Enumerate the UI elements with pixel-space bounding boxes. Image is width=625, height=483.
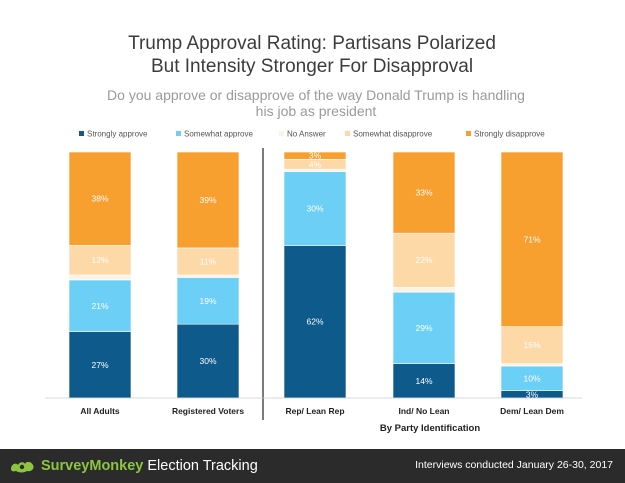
bar-value-label: 39% [199,195,216,205]
bar-value-label: 38% [91,194,108,204]
chart-title-line: Trump Approval Rating: Partisans Polariz… [128,33,496,54]
legend: Strongly approve Somewhat approve No Answe… [79,130,545,139]
group-label: By Party Identification [380,423,480,434]
legend-label: Somewhat disapprove [353,130,433,139]
bar-segment [176,247,240,276]
footer-note: Interviews conducted January 26-30, 2017 [415,459,613,471]
legend-swatch [176,131,181,136]
legend-swatch [79,131,84,136]
bar-segment [500,326,564,364]
brand-logo: SurveyMonkey Election Tracking [9,456,258,476]
bar-segment [392,151,456,234]
footer-bar: SurveyMonkey Election Tracking Interview… [0,449,625,483]
bar-value-label: 11% [200,256,217,266]
bar-value-label: 19% [199,296,216,306]
bars: 27%21%12%38%30%19%11%39%62%30%4%3%14%29%… [68,151,564,399]
bar-value-label: 4% [309,159,322,169]
bar-segment [68,331,132,399]
bar-segment [500,363,564,367]
legend-swatch [466,131,471,136]
chart-subtitle-line: his job as president [256,103,377,119]
chart-subtitle-line: Do you approve or disapprove of the way … [107,87,525,103]
bar-value-label: 27% [91,360,108,370]
monkey-logo-icon [11,461,34,473]
category-label: Ind/ No Lean [399,406,450,416]
bar-value-label: 12% [91,255,108,265]
brand-name: SurveyMonkey [41,458,144,474]
category-label: All Adults [80,406,120,416]
legend-label: Strongly disapprove [474,130,545,139]
bar-value-label: 30% [199,356,216,366]
chart-title: Trump Approval Rating: Partisans Polariz… [128,33,496,77]
bar-segment [283,171,347,246]
legend-label: Somewhat approve [184,130,253,139]
bar-value-label: 71% [523,234,540,244]
bar-segment [500,365,564,391]
bar-value-label: 21% [91,301,108,311]
bar-value-label: 30% [306,204,323,214]
bar-segment [392,232,456,288]
bar-segment [500,151,564,327]
bar-segment [176,151,240,249]
bar-value-label: 22% [415,255,432,265]
category-labels: All Adults Registered Voters Rep/ Lean Rep… [80,406,564,434]
bar-value-label: 62% [306,317,323,327]
bar-segment [176,323,240,399]
legend-label: Strongly approve [87,130,148,139]
category-label: Registered Voters [172,406,244,416]
chart-subtitle: Do you approve or disapprove of the way … [107,87,525,119]
bar-segment [392,291,456,364]
bar-value-label: 3% [309,151,322,161]
bar-value-label: 3% [526,389,539,399]
bar-segment [176,277,240,325]
bar-segment [283,151,347,160]
bar-segment [68,279,132,332]
bar-value-label: 29% [415,323,432,333]
legend-label: No Answer [287,130,326,139]
bar-segment [68,151,132,246]
bar-value-label: 15% [523,340,540,350]
brand-suffix: Election Tracking [147,458,258,474]
category-label: Dem/ Lean Dem [500,406,564,416]
category-label: Rep/ Lean Rep [285,406,344,416]
chart-title-line: But Intensity Stronger For Disapproval [151,56,473,77]
legend-swatch [279,131,284,136]
bar-segment [68,274,132,281]
bar-value-label: 10% [523,373,540,383]
bar-value-label: 14% [415,376,432,386]
bar-segment [176,274,240,278]
bar-segment [283,168,347,172]
approval-chart: Trump Approval Rating: Partisans Polariz… [45,33,582,434]
legend-swatch [345,131,350,136]
bar-segment [392,286,456,293]
bar-value-label: 33% [415,188,432,198]
